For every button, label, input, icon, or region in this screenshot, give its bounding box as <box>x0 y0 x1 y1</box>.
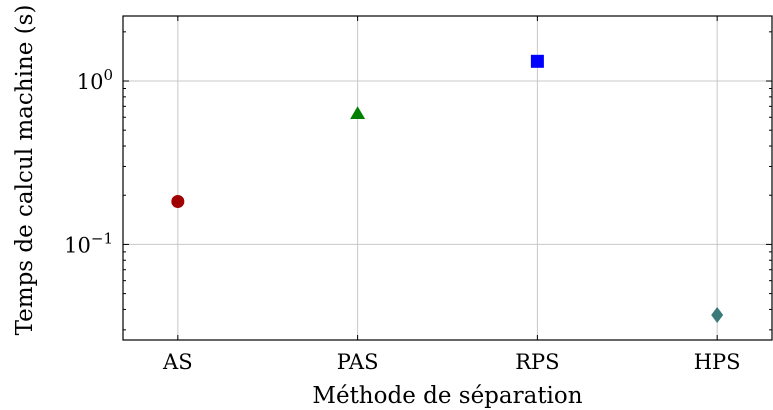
x-axis-label: Méthode de séparation <box>312 383 582 409</box>
x-tick-labels: AS PAS RPS HPS <box>162 350 741 374</box>
data-points <box>171 54 724 323</box>
point-as <box>171 195 185 209</box>
x-tick-label-rps: RPS <box>515 350 559 374</box>
y-tick-label: 100 <box>77 66 113 94</box>
x-tick-label-hps: HPS <box>694 350 741 374</box>
y-tick-label: 10−1 <box>64 229 113 257</box>
y-axis-label: Temps de calcul machine (s) <box>12 5 38 336</box>
x-tick-label-as: AS <box>162 350 193 374</box>
point-hps <box>711 306 724 323</box>
x-tick-label-pas: PAS <box>337 350 379 374</box>
plot-frame <box>122 15 773 341</box>
point-rps <box>530 54 544 68</box>
point-pas <box>350 106 366 120</box>
grid <box>123 16 772 340</box>
y-tick-labels: 100 10−1 <box>64 66 113 257</box>
ticks <box>123 16 772 340</box>
